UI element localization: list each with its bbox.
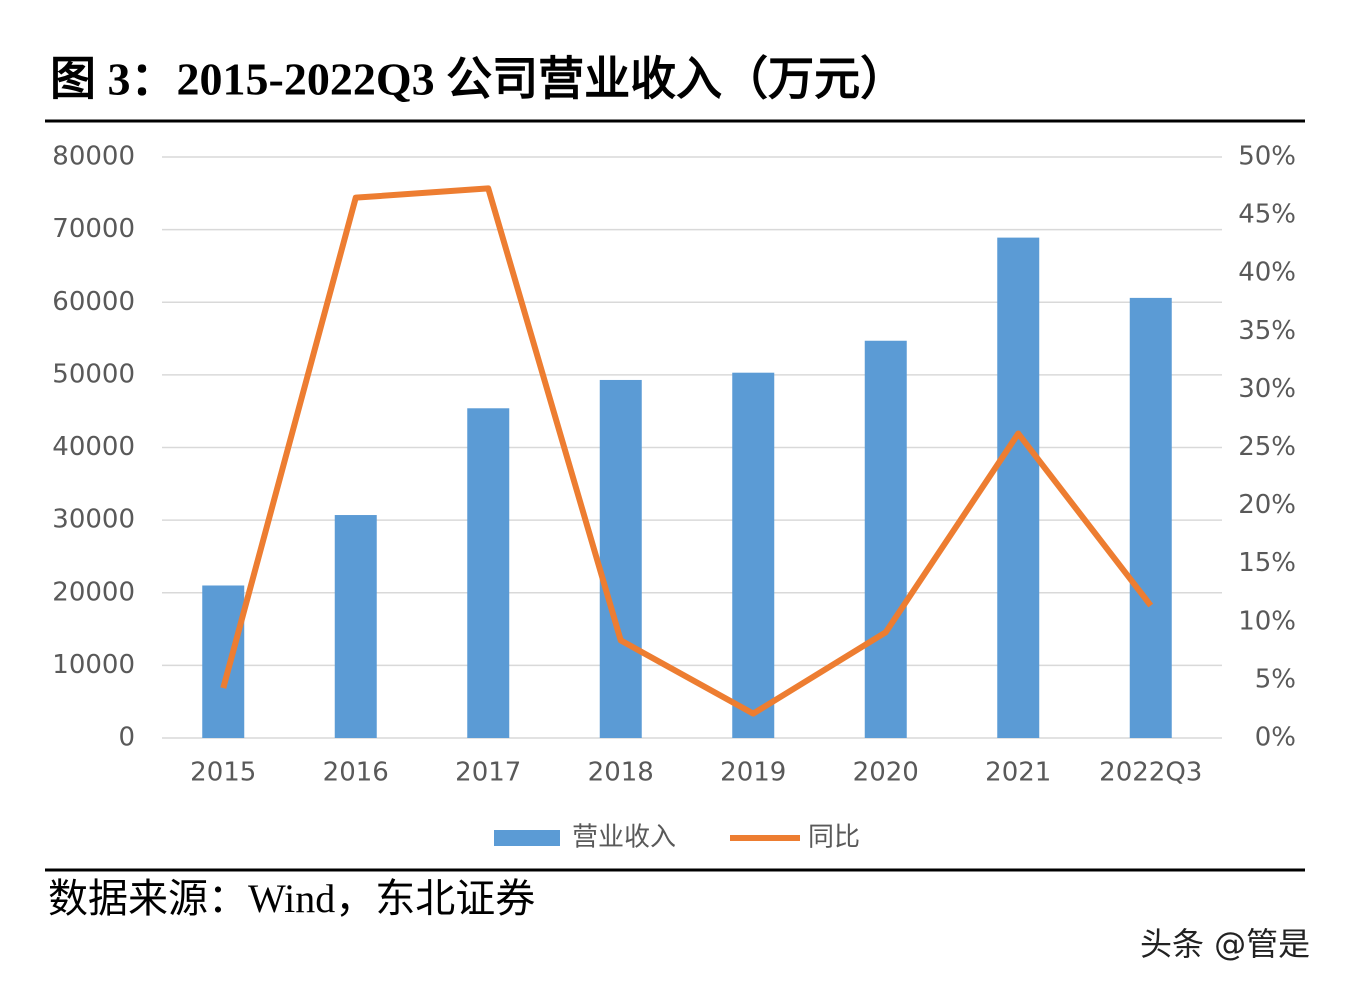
- y-tick-label: 50000: [52, 359, 135, 389]
- y-tick-label: 10000: [52, 650, 135, 680]
- bar: [202, 585, 245, 738]
- x-tick-label: 2018: [588, 758, 654, 788]
- y-tick-label: 60000: [52, 287, 135, 317]
- legend-label: 同比: [808, 823, 860, 853]
- bar: [599, 379, 642, 738]
- x-tick-label: 2019: [720, 758, 786, 788]
- legend-swatch: [494, 830, 560, 846]
- line: [220, 185, 1154, 717]
- y2-tick-label: 20%: [1238, 490, 1296, 520]
- watermark: 头条 @管是: [1140, 925, 1310, 963]
- y-tick-label: 0: [118, 723, 135, 753]
- y2-tick-label: 25%: [1238, 432, 1296, 462]
- y-tick-label: 40000: [52, 432, 135, 462]
- bar: [334, 515, 377, 738]
- y2-tick-label: 50%: [1238, 142, 1296, 172]
- y2-tick-label: 5%: [1255, 664, 1296, 694]
- chart-title: 图 3：2015-2022Q3 公司营业收入（万元）: [50, 54, 906, 105]
- bar: [732, 372, 775, 738]
- source: 数据来源：Wind，东北证券: [48, 876, 535, 921]
- x-tick-label: 2016: [323, 758, 389, 788]
- bar: [997, 237, 1040, 738]
- y-tick-label: 30000: [52, 505, 135, 535]
- y2-tick-label: 10%: [1238, 606, 1296, 636]
- x-tick-label: 2021: [985, 758, 1051, 788]
- y2-tick-label: 35%: [1238, 316, 1296, 346]
- bar: [864, 340, 907, 738]
- y2-tick-label: 40%: [1238, 258, 1296, 288]
- bar: [1129, 297, 1172, 738]
- x-tick-label: 2022Q3: [1099, 758, 1202, 788]
- bar: [467, 408, 510, 738]
- y-tick-label: 70000: [52, 214, 135, 244]
- x-tick-label: 2017: [455, 758, 521, 788]
- y2-tick-label: 15%: [1238, 548, 1296, 578]
- y2-tick-label: 30%: [1238, 374, 1296, 404]
- x-tick-label: 2015: [190, 758, 256, 788]
- x-tick-label: 2020: [853, 758, 919, 788]
- y2-tick-label: 0%: [1255, 723, 1296, 753]
- y2-tick-label: 45%: [1238, 200, 1296, 230]
- y-tick-label: 80000: [52, 142, 135, 172]
- y-tick-label: 20000: [52, 577, 135, 607]
- legend-label: 营业收入: [572, 823, 676, 853]
